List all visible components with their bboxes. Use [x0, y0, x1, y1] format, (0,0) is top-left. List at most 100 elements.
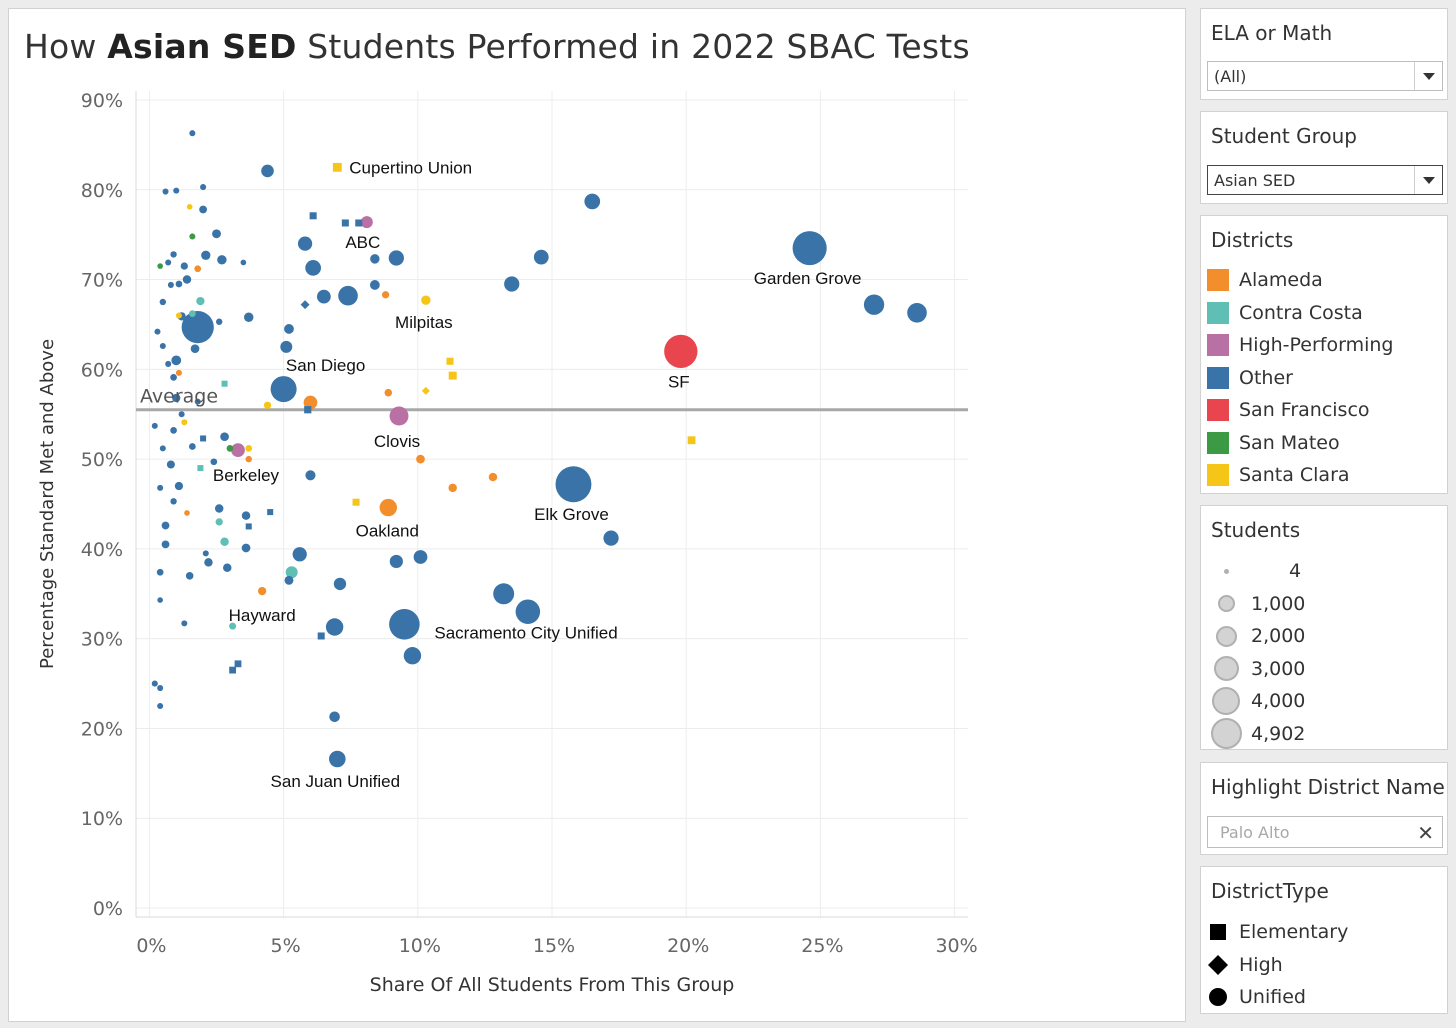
color-swatch-icon — [1207, 334, 1229, 357]
data-point — [175, 369, 182, 376]
ela-math-dropdown-value: (All) — [1214, 67, 1247, 86]
data-label: Milpitas — [395, 313, 453, 332]
data-point — [245, 455, 252, 463]
data-point — [161, 521, 170, 530]
data-point — [178, 411, 185, 418]
data-point — [389, 554, 403, 569]
district-legend-label: San Francisco — [1239, 399, 1370, 422]
data-point — [263, 401, 272, 409]
data-point — [200, 184, 207, 191]
students-size-label: 2,000 — [1251, 625, 1306, 648]
data-point — [493, 583, 515, 605]
data-label: Cupertino Union — [349, 158, 472, 177]
data-point — [221, 380, 228, 387]
data-point — [300, 300, 310, 310]
highlight-district-title: Highlight District Name — [1211, 775, 1445, 799]
y-tick-label: 50% — [81, 449, 123, 471]
y-tick-label: 90% — [81, 90, 123, 112]
data-point — [504, 276, 520, 292]
students-size-legend-title: Students — [1211, 518, 1301, 542]
data-point — [172, 393, 181, 403]
chevron-down-icon[interactable] — [1414, 166, 1442, 194]
data-point — [403, 647, 422, 665]
district-type-legend-card: DistrictType Elementary High Unified — [1200, 866, 1448, 1014]
data-point — [215, 518, 223, 526]
district-type-legend-item[interactable]: Unified — [1207, 981, 1443, 1014]
size-circle-icon — [1223, 568, 1229, 574]
district-type-legend-item[interactable]: Elementary — [1207, 916, 1443, 949]
student-group-dropdown[interactable]: Asian SED — [1207, 165, 1443, 195]
data-point — [157, 685, 164, 692]
ela-math-dropdown[interactable]: (All) — [1207, 61, 1443, 91]
student-group-filter-title: Student Group — [1211, 124, 1357, 148]
data-point — [245, 523, 252, 530]
close-icon[interactable]: ✕ — [1417, 821, 1434, 845]
district-legend-item[interactable]: Alameda — [1207, 264, 1443, 297]
data-point — [229, 622, 237, 630]
district-legend-item[interactable]: San Mateo — [1207, 427, 1443, 460]
highlight-district-input[interactable] — [1214, 821, 1426, 843]
district-legend-item[interactable]: High-Performing — [1207, 329, 1443, 362]
data-point — [317, 632, 325, 640]
district-legend-label: High-Performing — [1239, 334, 1394, 357]
district-type-label: Unified — [1239, 986, 1306, 1009]
data-point — [303, 395, 318, 410]
district-type-label: High — [1239, 953, 1283, 976]
data-point — [229, 666, 237, 674]
labeled-data-point — [231, 443, 245, 457]
data-point — [201, 250, 211, 260]
students-size-legend-item: 1,000 — [1207, 588, 1443, 621]
labeled-data-point — [258, 586, 267, 596]
labeled-data-point — [389, 406, 409, 426]
data-label: Oakland — [356, 522, 419, 541]
data-label: ABC — [345, 233, 380, 252]
data-point — [240, 259, 247, 266]
size-circle-icon — [1217, 595, 1235, 613]
district-legend-item[interactable]: Contra Costa — [1207, 297, 1443, 330]
district-type-legend-item[interactable]: High — [1207, 949, 1443, 982]
district-legend-item[interactable]: San Francisco — [1207, 394, 1443, 427]
data-point — [175, 312, 182, 319]
data-point — [170, 374, 177, 381]
district-legend-label: San Mateo — [1239, 431, 1340, 454]
district-legend-item[interactable]: Other — [1207, 362, 1443, 395]
students-size-label: 3,000 — [1251, 657, 1306, 680]
data-point — [448, 371, 457, 380]
data-point — [338, 285, 358, 306]
color-swatch-icon — [1207, 366, 1229, 389]
average-line-label: Average — [140, 386, 218, 408]
highlight-district-field[interactable]: ✕ — [1207, 816, 1443, 848]
data-point — [309, 212, 317, 220]
data-label: Berkeley — [213, 466, 280, 485]
data-point — [151, 680, 158, 687]
data-point — [161, 540, 170, 549]
students-size-label: 4,000 — [1251, 690, 1306, 713]
data-point — [157, 597, 163, 603]
data-point — [297, 236, 313, 251]
ela-math-filter-card: ELA or Math (All) — [1200, 8, 1448, 100]
data-point — [175, 280, 183, 288]
x-tick-label: 20% — [667, 935, 709, 957]
data-point — [533, 249, 549, 265]
data-point — [157, 484, 164, 491]
data-point — [189, 130, 196, 137]
size-circle-icon — [1215, 625, 1237, 647]
x-tick-label: 30% — [935, 935, 977, 957]
data-point — [157, 702, 164, 710]
district-legend-item[interactable]: Santa Clara — [1207, 459, 1443, 492]
data-point — [241, 511, 251, 520]
data-point — [381, 291, 390, 299]
data-point — [184, 510, 190, 516]
scatter-chart: 0% 10% 20% 30% 40% 50% 60% 70% 80% 90% 0% 5% 10% 15% 2… — [37, 90, 978, 996]
data-point — [181, 620, 188, 627]
data-point — [220, 537, 229, 546]
chevron-down-icon[interactable] — [1414, 62, 1442, 90]
data-point — [305, 470, 316, 481]
data-point — [167, 281, 174, 288]
data-point — [341, 219, 349, 227]
data-point — [182, 275, 192, 284]
data-point — [325, 618, 344, 636]
labeled-data-point — [270, 376, 297, 403]
y-tick-label: 70% — [81, 270, 123, 292]
data-point — [687, 436, 696, 445]
